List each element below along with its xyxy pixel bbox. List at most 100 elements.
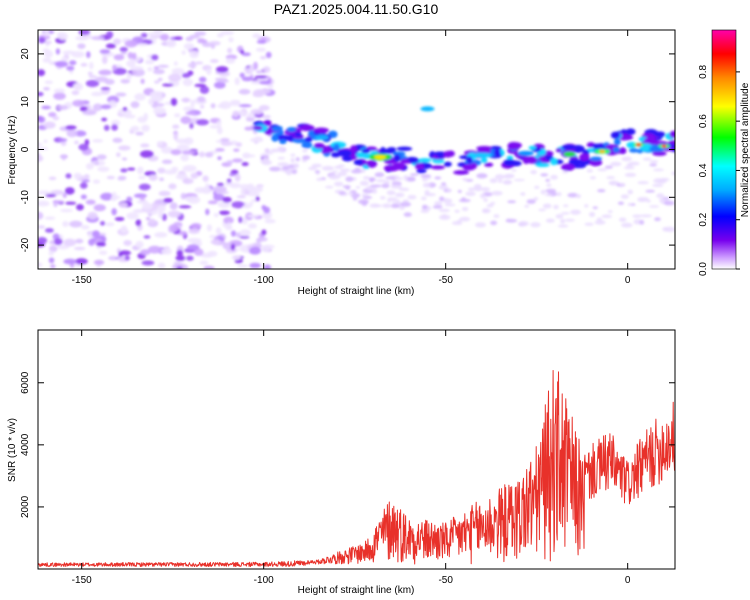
heatmap-noise-cell: [38, 200, 50, 207]
heatmap-noise-cell: [171, 166, 179, 172]
heatmap-signal-cell: [476, 145, 493, 151]
heatmap-noise-cell: [247, 214, 259, 218]
heatmap-noise-cell: [38, 225, 46, 229]
heatmap-noise-cell: [198, 76, 207, 83]
snr-x-tick-label: -150: [72, 575, 92, 586]
heatmap-noise-cell: [205, 183, 210, 191]
heatmap-noise-cell: [38, 154, 44, 162]
heatmap-noise-cell: [143, 112, 149, 121]
heatmap-signal-cell: [430, 165, 445, 170]
heatmap-noise-cell: [255, 47, 267, 52]
heatmap-sidelobe-cell: [458, 198, 471, 203]
heatmap-noise-cell: [220, 138, 230, 142]
heatmap-sidelobe-cell: [369, 178, 374, 183]
heatmap-sidelobe-cell: [639, 219, 645, 225]
heatmap-noise-cell: [62, 192, 67, 198]
heatmap-noise-cell: [101, 117, 108, 122]
heatmap-noise-cell: [83, 174, 90, 180]
heatmap-noise-cell: [121, 157, 128, 161]
heatmap-noise-cell: [58, 32, 68, 41]
heatmap-sidelobe-cell: [584, 222, 594, 226]
heatmap-noise-cell: [163, 197, 173, 203]
heatmap-noise-cell: [105, 43, 116, 49]
heatmap-noise-cell: [267, 84, 274, 89]
heatmap-sidelobe-cell: [369, 203, 380, 208]
heatmap-noise-cell: [183, 106, 195, 112]
heatmap-signal-cell: [350, 145, 357, 153]
heatmap-sidelobe-cell: [594, 220, 606, 225]
heatmap-signal-cell: [470, 162, 478, 169]
heatmap-noise-cell: [157, 204, 166, 213]
heatmap-sidelobe-cell: [545, 178, 550, 182]
heatmap-noise-cell: [113, 38, 122, 45]
heatmap-sidelobe-cell: [618, 217, 627, 222]
heatmap-noise-cell: [149, 218, 156, 225]
figure-title: PAZ1.2025.004.11.50.G10: [274, 1, 439, 17]
heatmap-sidelobe-cell: [461, 207, 469, 212]
heatmap-noise-cell: [157, 77, 163, 82]
heatmap-noise-cell: [264, 219, 276, 224]
heatmap-signal-cell: [443, 161, 452, 167]
heatmap-noise-cell: [151, 54, 159, 61]
heatmap-sidelobe-cell: [314, 170, 321, 174]
heatmap-signal-cell: [653, 131, 666, 138]
heatmap-noise-cell: [233, 148, 240, 152]
colorbar-gradient: [711, 29, 737, 270]
heatmap-sidelobe-cell: [379, 196, 386, 200]
heatmap-noise-cell: [106, 175, 115, 180]
heatmap-noise-cell: [56, 244, 70, 250]
heatmap-sidelobe-cell: [444, 203, 456, 207]
heatmap-sidelobe-cell: [540, 189, 546, 195]
heatmap-noise-cell: [256, 237, 262, 244]
heatmap-sidelobe-cell: [407, 194, 417, 200]
heatmap-noise-cell: [118, 202, 128, 208]
heatmap-sidelobe-cell: [422, 204, 428, 210]
heatmap-sidelobe-cell: [652, 168, 665, 172]
heatmap-sidelobe-cell: [480, 187, 491, 192]
heatmap-noise-cell: [146, 217, 151, 221]
heatmap-noise-cell: [120, 51, 127, 55]
heatmap-sidelobe-cell: [382, 203, 392, 209]
heatmap-noise-cell: [249, 64, 255, 73]
heatmap-noise-cell: [175, 173, 188, 180]
heatmap-noise-cell: [148, 174, 158, 181]
heatmap-sidelobe-cell: [627, 189, 633, 195]
heatmap-signal-cell: [252, 125, 263, 131]
heatmap-noise-cell: [98, 69, 112, 76]
heatmap-noise-cell: [181, 264, 189, 269]
heatmap-noise-cell: [69, 220, 83, 228]
colorbar: 0.0 0.2 0.4 0.6 0.8 Normalized spectral ampl…: [698, 29, 750, 276]
heatmap-noise-cell: [73, 172, 82, 180]
heatmap-noise-cell: [85, 199, 96, 205]
heatmap-noise-cell: [250, 108, 264, 115]
heatmap-noise-cell: [213, 185, 227, 193]
heatmap-sidelobe-cell: [359, 180, 369, 186]
heatmap-noise-cell: [203, 265, 215, 269]
heatmap-noise-cell: [130, 66, 144, 71]
heatmap-noise-cell: [194, 61, 204, 65]
heatmap-sidelobe-cell: [524, 204, 530, 208]
heatmap-sidelobe-cell: [601, 214, 613, 219]
heatmap-noise-cell: [190, 172, 199, 179]
heatmap-noise-cell: [87, 211, 98, 220]
heatmap-sidelobe-cell: [530, 169, 537, 175]
heatmap-noise-cell: [136, 199, 149, 204]
heatmap-noise-cell: [42, 57, 52, 63]
heatmap-sidelobe-cell: [406, 176, 416, 182]
heatmap-noise-cell: [149, 90, 163, 99]
heatmap-noise-cell: [262, 211, 273, 220]
heatmap-noise-cell: [82, 110, 97, 116]
heatmap-noise-cell: [166, 39, 177, 48]
heatmap-sidelobe-cell: [545, 218, 555, 223]
heatmap-sidelobe-cell: [474, 222, 486, 228]
heatmap-noise-cell: [152, 69, 165, 75]
heatmap-noise-cell: [241, 52, 251, 57]
heatmap-noise-cell: [215, 227, 222, 235]
heatmap-sidelobe-cell: [434, 176, 442, 180]
heatmap-noise-cell: [116, 152, 121, 158]
heatmap-noise-cell: [253, 136, 263, 142]
heatmap-sidelobe-cell: [473, 183, 482, 190]
heatmap-sidelobe-cell: [504, 180, 513, 185]
heatmap-sidelobe-cell: [505, 218, 518, 223]
heatmap-sidelobe-cell: [352, 197, 358, 201]
